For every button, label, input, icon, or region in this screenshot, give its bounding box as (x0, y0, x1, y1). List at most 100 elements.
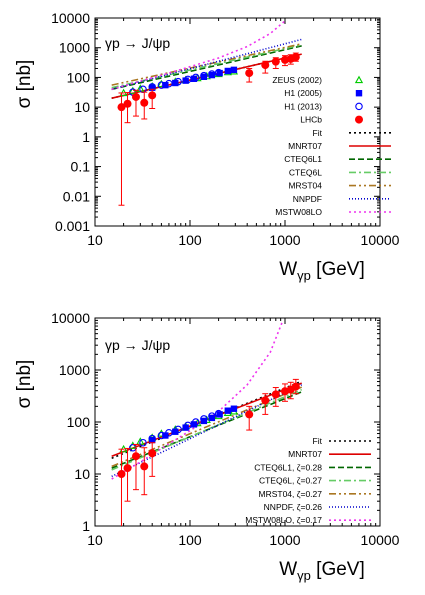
data-point (148, 449, 157, 458)
data-point (184, 421, 192, 430)
y-tick-label: 100 (67, 69, 91, 85)
curve-CTEQ6L (111, 44, 302, 89)
legend-label: CTEQ6L (289, 167, 322, 177)
curve-CTEQ6L1 (111, 45, 302, 91)
data-point (148, 84, 156, 91)
data-point (208, 71, 216, 79)
data-point (190, 75, 198, 82)
data-point (208, 414, 216, 422)
x-axis-label-unit: [GeV] (311, 259, 365, 280)
x-axis-label-main: W (279, 259, 297, 280)
data-point (214, 409, 223, 418)
curve-CTEQ6L, ζ=0.27 (111, 388, 303, 471)
data-point (192, 73, 200, 82)
x-axis-label: Wγp [GeV] (279, 259, 365, 283)
y-tick-label: 10 (74, 99, 90, 115)
data-point (245, 69, 254, 78)
data-point (200, 73, 208, 80)
legend-label: LHCb (300, 115, 322, 125)
data-point (140, 462, 149, 471)
data-point (182, 77, 189, 84)
data-point (148, 436, 156, 444)
x-axis-label-main: W (279, 559, 297, 580)
data-point (245, 410, 254, 419)
data-point (291, 53, 300, 62)
x-tick-label: 1000 (269, 232, 300, 248)
data-point (123, 464, 132, 473)
x-tick-label: 10000 (361, 232, 400, 248)
x-tick-label: 100 (178, 232, 202, 248)
x-axis-label-sub: γp (297, 568, 311, 583)
data-point (157, 81, 166, 89)
x-tick-label: 1000 (269, 532, 300, 548)
data-point (224, 407, 232, 414)
data-point (261, 61, 270, 70)
chart-panel-1: 0.001 0.01 0.1 1 10 100 1000 10000 10 100 1000 1000… (14, 10, 400, 283)
y-tick-label: 0.1 (71, 159, 91, 175)
legend-label: CTEQ6L, ζ=0.27 (259, 476, 322, 486)
data-point (216, 69, 223, 77)
data-point (200, 71, 208, 80)
curve-Fit (111, 380, 303, 460)
data-point (230, 405, 238, 412)
data-point (184, 75, 192, 84)
points-LHCb (117, 52, 300, 206)
process-title: γp → J/ψp (105, 35, 170, 51)
legend-marker (354, 75, 364, 84)
data-point (224, 67, 232, 75)
x-tick-label: 10 (87, 232, 103, 248)
legend-label: MSTW08LO, ζ=0.17 (245, 515, 322, 525)
points-LHCb (117, 378, 300, 526)
data-point (148, 434, 156, 443)
data-point (157, 431, 166, 440)
plot-frame (94, 17, 381, 227)
legend-label: Fit (313, 128, 323, 138)
legend-label: NNPDF, ζ=0.26 (264, 502, 323, 512)
plot-area (111, 320, 303, 526)
data-point (271, 57, 280, 66)
x-axis-label-unit: [GeV] (311, 559, 365, 580)
legend-label: CTEQ6L1, ζ=0.28 (254, 462, 322, 472)
legend-label: CTEQ6L1 (284, 154, 322, 164)
data-point (131, 452, 140, 461)
data-point (162, 81, 169, 89)
data-point (174, 77, 182, 86)
y-tick-label: 10 (74, 466, 90, 482)
legend-label: MSTW08LO (275, 207, 322, 217)
data-point (230, 66, 238, 74)
curve-MSTW08LO (111, 20, 286, 91)
y-tick-label: 100 (67, 414, 91, 430)
legend-label: MNRT07 (288, 449, 322, 459)
curve-NNPDF, ζ=0.26 (111, 384, 303, 478)
y-tick-label: 1000 (59, 40, 90, 56)
data-point (165, 429, 173, 437)
data-point (208, 412, 216, 420)
legend-label: Fit (313, 436, 323, 446)
curve-MRST04, ζ=0.27 (111, 386, 303, 468)
y-tick-label: 0.001 (55, 218, 90, 234)
process-title: γp → J/ψp (105, 337, 170, 353)
legend-marker (355, 115, 363, 124)
legend-marker (355, 90, 363, 97)
points-H1 (2013) (129, 409, 223, 452)
legend-label: NNPDF (293, 194, 322, 204)
data-point (192, 418, 200, 426)
data-point (174, 425, 182, 434)
data-point (261, 396, 270, 405)
y-tick-label: 1 (82, 129, 90, 145)
legend-label: H1 (2013) (284, 101, 322, 111)
data-point (271, 390, 280, 399)
y-tick-label: 10000 (51, 10, 90, 26)
legend-label: MNRT07 (288, 141, 322, 151)
data-point (162, 432, 169, 439)
legend-label: MRST04, ζ=0.27 (258, 489, 322, 499)
legend: ZEUS (2002) H1 (2005) H1 (2013) LHCb Fit MNRT… (272, 75, 391, 217)
plot-area (111, 20, 302, 206)
y-tick-label: 0.01 (63, 188, 90, 204)
y-tick-label: 1 (82, 518, 90, 534)
data-point (117, 103, 126, 112)
data-point (208, 70, 216, 78)
legend-label: ZEUS (2002) (272, 75, 322, 85)
